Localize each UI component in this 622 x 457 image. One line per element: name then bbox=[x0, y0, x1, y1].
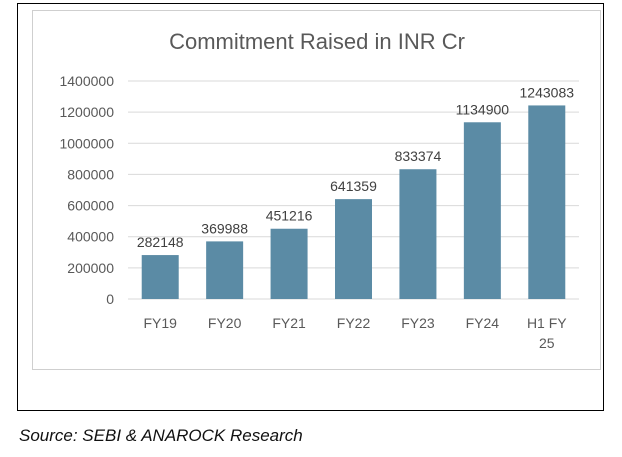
bar bbox=[399, 169, 437, 299]
y-tick-label: 1000000 bbox=[59, 135, 114, 151]
outer-frame bbox=[17, 3, 604, 411]
y-tick-label: 200000 bbox=[67, 260, 114, 276]
y-tick-label: 0 bbox=[106, 291, 114, 307]
x-tick-label: FY24 bbox=[466, 315, 500, 331]
bars bbox=[141, 105, 566, 300]
x-tick-label: 25 bbox=[539, 335, 555, 351]
x-tick-label: FY23 bbox=[401, 315, 435, 331]
y-tick-label: 1400000 bbox=[59, 73, 114, 89]
data-label: 833374 bbox=[395, 148, 442, 164]
x-tick-label: FY20 bbox=[208, 315, 242, 331]
y-tick-label: 1200000 bbox=[59, 104, 114, 120]
bar bbox=[335, 199, 372, 299]
bar bbox=[141, 255, 179, 299]
bar bbox=[528, 105, 566, 299]
data-label: 1243083 bbox=[520, 84, 575, 100]
chart-frame bbox=[32, 10, 601, 370]
x-tick-label: FY19 bbox=[143, 315, 177, 331]
data-label: 282148 bbox=[137, 234, 184, 250]
data-label: 451216 bbox=[266, 208, 313, 224]
y-tick-label: 600000 bbox=[67, 198, 114, 214]
source-note: Source: SEBI & ANAROCK Research bbox=[19, 426, 303, 445]
x-axis-ticks: FY19 FY20 FY21 FY22 FY23 FY24 H1 FY 25 bbox=[143, 315, 567, 351]
y-axis-ticks: 0 200000 400000 600000 800000 1000000 1200000 1… bbox=[59, 73, 114, 307]
y-tick-label: 400000 bbox=[67, 229, 114, 245]
chart-title: Commitment Raised in INR Cr bbox=[169, 29, 465, 54]
bar bbox=[206, 241, 244, 299]
bar bbox=[270, 228, 308, 299]
data-label: 1134900 bbox=[456, 101, 510, 117]
data-label: 369988 bbox=[201, 220, 248, 236]
data-labels: 282148 369988 451216 641359 833374 1134900 124… bbox=[137, 84, 574, 250]
x-tick-label: H1 FY bbox=[527, 315, 567, 331]
x-tick-label: FY21 bbox=[272, 315, 306, 331]
x-tick-label: FY22 bbox=[337, 315, 371, 331]
data-label: 641359 bbox=[330, 178, 377, 194]
y-tick-label: 800000 bbox=[67, 166, 114, 182]
bar bbox=[463, 122, 501, 300]
